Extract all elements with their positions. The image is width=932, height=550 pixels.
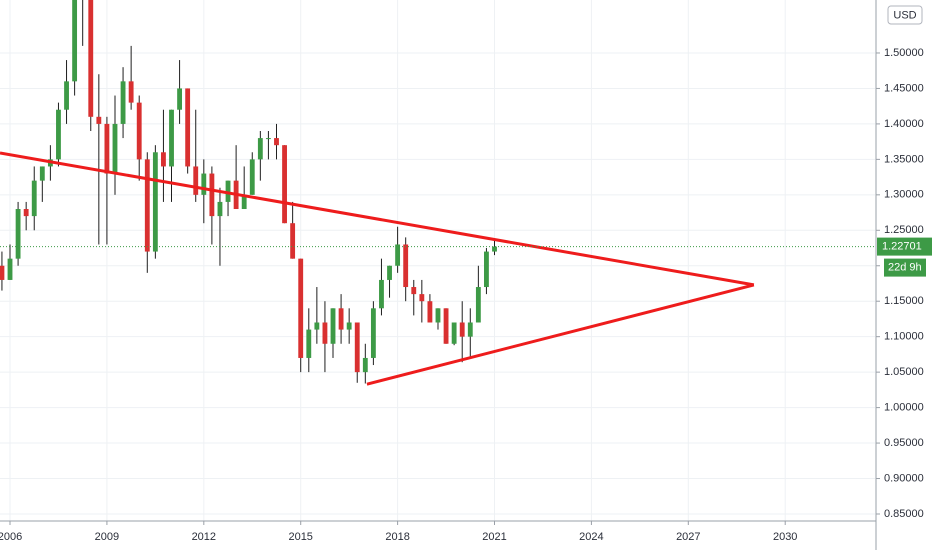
- price-label: 1.22701: [882, 241, 922, 253]
- y-tick-label: 1.30000: [884, 189, 924, 201]
- y-tick-label: 0.85000: [884, 508, 924, 520]
- candle-body: [88, 0, 94, 117]
- y-tick-label: 0.90000: [884, 472, 924, 484]
- candle-body: [435, 308, 441, 323]
- candle-body: [136, 102, 142, 160]
- y-tick-label: 1.15000: [884, 295, 924, 307]
- candle-body: [427, 301, 433, 323]
- candle-body: [104, 123, 110, 174]
- candle-body: [257, 138, 263, 160]
- x-tick-label: 2018: [385, 531, 409, 543]
- x-tick-label: 2006: [0, 531, 22, 543]
- candle-body: [201, 173, 207, 195]
- candle-body: [64, 81, 69, 110]
- candle-body: [387, 265, 392, 280]
- candle-body: [0, 265, 5, 280]
- candle-body: [56, 109, 61, 160]
- candle-body: [306, 329, 312, 358]
- candle-body: [314, 322, 320, 330]
- candle-body: [346, 322, 352, 330]
- y-tick-label: 1.10000: [884, 331, 924, 343]
- candle-body: [217, 201, 223, 217]
- candle-body: [15, 209, 21, 259]
- candle-body: [112, 123, 118, 174]
- countdown-box: [884, 258, 926, 277]
- candle-body: [120, 81, 126, 124]
- y-tick-label: 1.25000: [884, 224, 924, 236]
- candle-body: [96, 116, 102, 124]
- price-label-box: [877, 237, 932, 256]
- x-tick-label: 2021: [482, 531, 506, 543]
- candle-body: [23, 209, 29, 217]
- candle-body: [290, 223, 296, 259]
- candle-body: [330, 308, 336, 344]
- trend-line: [0, 151, 755, 287]
- y-tick-label: 0.95000: [884, 437, 924, 449]
- plot: [0, 0, 875, 386]
- candle-body: [72, 0, 78, 82]
- y-tick-label: 1.45000: [884, 82, 924, 94]
- candle-body: [419, 294, 425, 302]
- candle-body: [459, 322, 465, 337]
- candle-body: [467, 322, 473, 337]
- countdown: 22d 9h: [888, 262, 922, 274]
- candle-body: [177, 88, 183, 110]
- y-tick-label: 1.35000: [884, 153, 924, 165]
- candle-body: [225, 180, 231, 202]
- trend-line: [366, 283, 755, 386]
- candle-body: [209, 173, 215, 217]
- x-tick-label: 2015: [288, 531, 312, 543]
- y-tick-label: 1.50000: [884, 47, 924, 59]
- candle-body: [411, 287, 417, 295]
- candle-body: [322, 322, 328, 344]
- candle-body: [144, 159, 150, 252]
- candle-body: [274, 138, 279, 146]
- candle-body: [7, 258, 13, 280]
- candle-body: [31, 180, 37, 217]
- candle-body: [265, 138, 271, 140]
- candle-body: [484, 251, 489, 288]
- candle-body: [152, 152, 158, 252]
- candle-body: [39, 166, 45, 181]
- candle-body: [362, 357, 368, 373]
- candle-body: [403, 244, 409, 288]
- candle-body: [370, 308, 376, 358]
- x-tick-label: 2024: [579, 531, 603, 543]
- candle-body: [298, 258, 304, 358]
- y-tick-label: 1.40000: [884, 118, 924, 130]
- candle-body: [475, 287, 481, 323]
- candle-body: [354, 322, 360, 373]
- axes: 0.85000 0.90000 0.95000 1.00000 1.05000 1.100…: [0, 47, 932, 543]
- candle-body: [395, 244, 401, 266]
- candle-body: [282, 145, 287, 224]
- x-tick-label: 2012: [192, 531, 216, 543]
- candle-body: [338, 308, 344, 330]
- x-tick-label: 2030: [773, 531, 797, 543]
- candle-body: [169, 109, 174, 167]
- currency: USD: [893, 9, 916, 21]
- candle-body: [443, 308, 449, 344]
- y-tick-label: 1.00000: [884, 402, 924, 414]
- candle-body: [185, 88, 191, 167]
- candle-body: [249, 159, 255, 195]
- candle-body: [492, 246, 497, 252]
- x-tick-label: 2009: [95, 531, 119, 543]
- x-tick-label: 2027: [676, 531, 700, 543]
- candle-body: [161, 152, 166, 167]
- candle-body: [379, 279, 384, 309]
- candle-body: [128, 81, 134, 103]
- candle-body: [193, 166, 199, 195]
- candle-body: [241, 194, 247, 210]
- currency-box[interactable]: [887, 5, 923, 25]
- candle-body: [451, 322, 457, 344]
- y-tick-label: 1.05000: [884, 366, 924, 378]
